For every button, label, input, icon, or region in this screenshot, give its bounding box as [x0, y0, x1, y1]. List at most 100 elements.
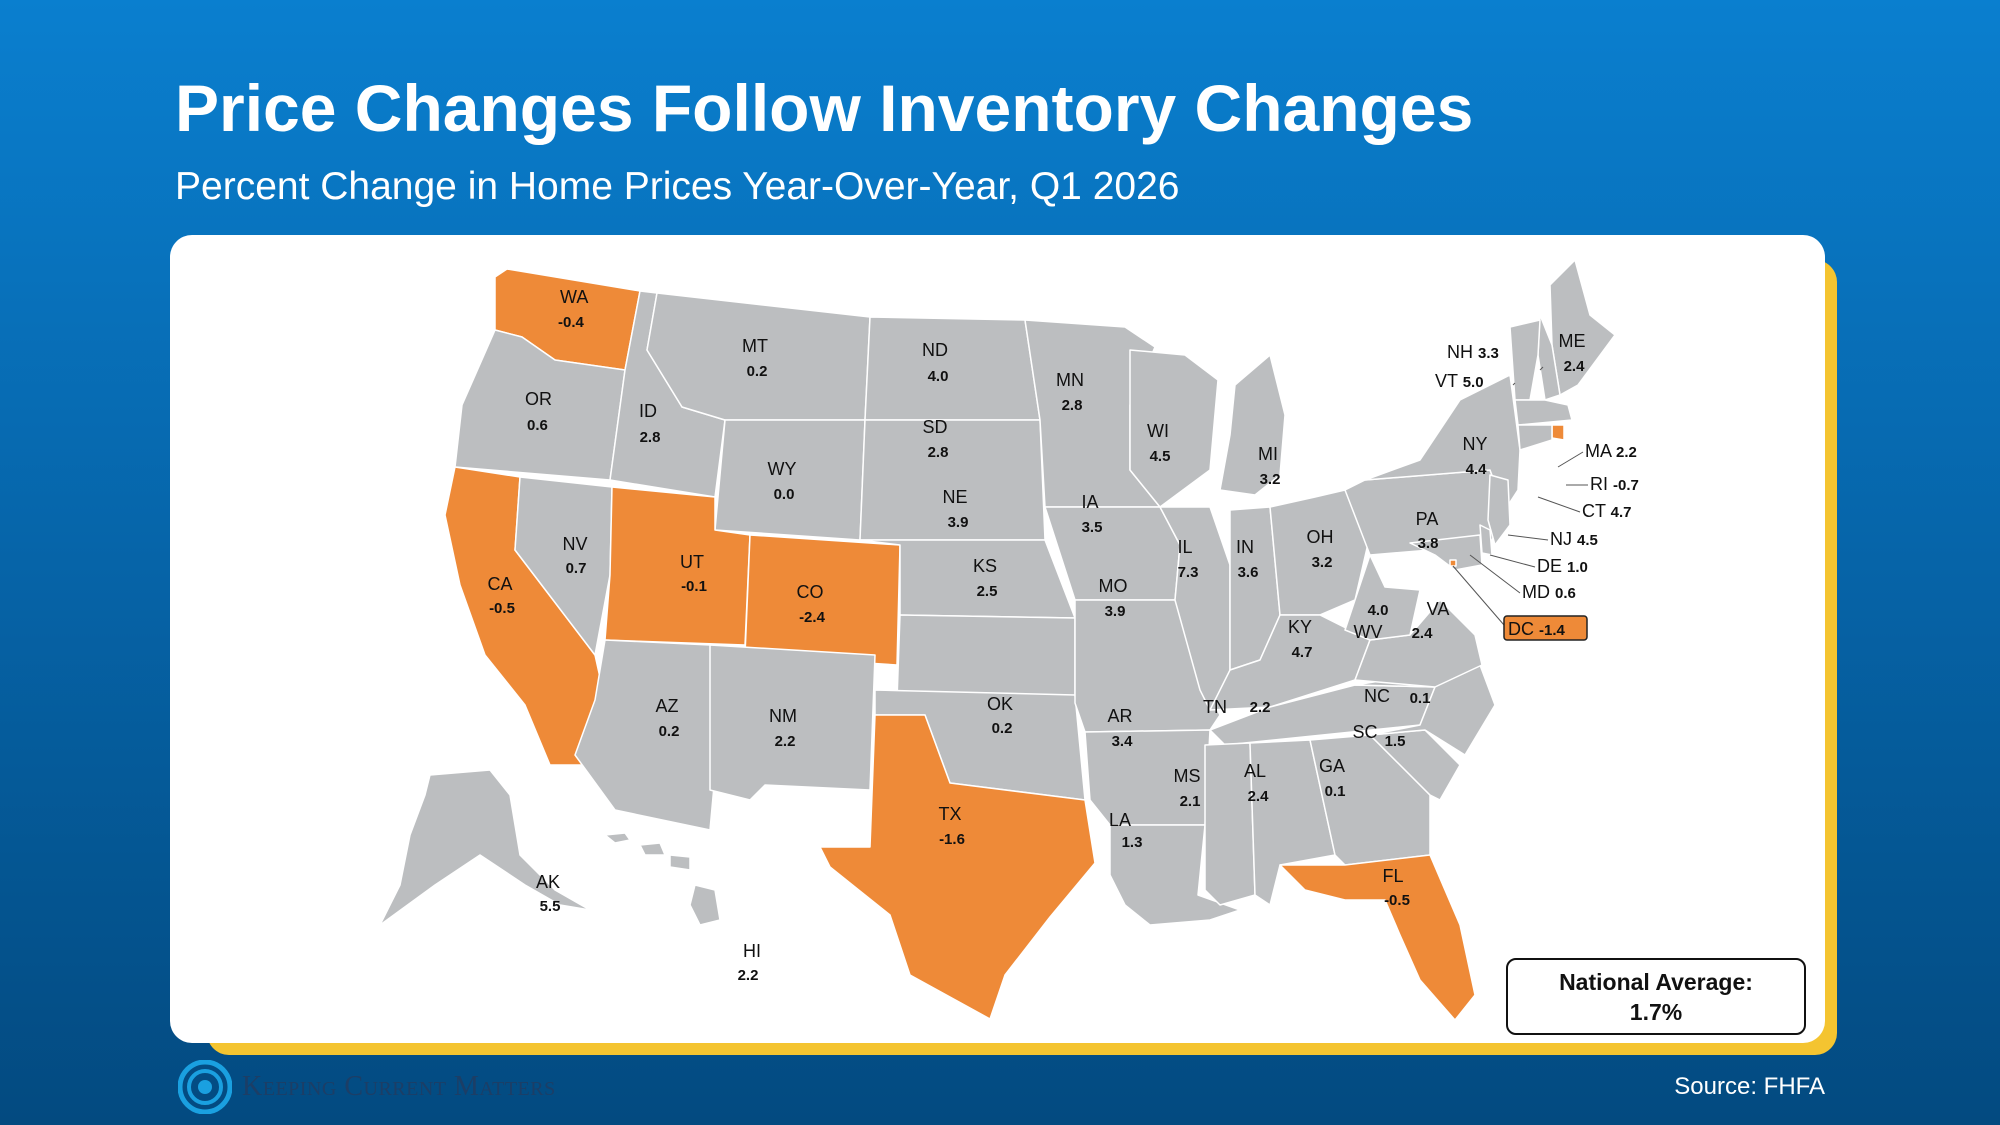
page-subtitle: Percent Change in Home Prices Year-Over-…	[175, 165, 1180, 208]
national-average-box: National Average: 1.7%	[1506, 958, 1806, 1035]
state-label-ri: RI	[1590, 474, 1613, 494]
leader-line-nh	[1539, 366, 1544, 371]
state-label-sc: SC	[1352, 722, 1377, 742]
state-value-ks: 2.5	[977, 583, 998, 600]
state-label-mi: MI	[1258, 444, 1278, 464]
state-value-ga: 0.1	[1325, 783, 1346, 800]
leader-line-md	[1469, 554, 1521, 594]
state-ct	[1517, 424, 1553, 451]
leader-line-dc	[1452, 565, 1505, 626]
state-label-wi: WI	[1147, 421, 1169, 441]
state-de	[1479, 524, 1493, 556]
us-map: WA -0.4 OR 0.6 CA -0.5 NV 0.7 ID 2.8 MT 0.2 WY 0.0 UT -…	[379, 259, 1639, 1021]
callout-md: MD 0.6	[1522, 582, 1576, 602]
state-label-tx: TX	[938, 804, 961, 824]
state-value-wy: 0.0	[774, 486, 795, 503]
state-tx	[819, 714, 1096, 1020]
state-wv	[1344, 554, 1421, 641]
callout-de: DE 1.0	[1537, 556, 1588, 576]
state-value-ky: 4.7	[1292, 644, 1313, 661]
state-hi	[604, 832, 721, 926]
state-label-ma: MA	[1585, 441, 1616, 461]
state-value-wv: 4.0	[1368, 602, 1389, 619]
state-label-wv: WV	[1354, 622, 1383, 642]
state-label-nv: NV	[562, 534, 587, 554]
leader-line-ma	[1557, 451, 1584, 468]
state-value-ms: 2.1	[1180, 793, 1201, 810]
state-value-me: 2.4	[1564, 358, 1586, 375]
state-value-id: 2.8	[640, 429, 661, 446]
state-value-ct: 4.7	[1611, 504, 1632, 521]
state-mi	[1219, 354, 1286, 496]
state-label-hi: HI	[743, 941, 761, 961]
state-label-in: IN	[1236, 537, 1254, 557]
state-label-ct: CT	[1582, 501, 1611, 521]
leader-line-ct	[1537, 496, 1581, 513]
state-label-nh: NH	[1447, 342, 1478, 362]
state-label-ne: NE	[942, 487, 967, 507]
state-label-wy: WY	[768, 459, 797, 479]
callout-ri: RI -0.7	[1590, 474, 1639, 494]
state-label-mo: MO	[1099, 576, 1128, 596]
state-wi	[1129, 349, 1219, 508]
state-ri	[1551, 424, 1565, 441]
state-label-mt: MT	[742, 336, 768, 356]
state-value-sc: 1.5	[1385, 733, 1406, 750]
state-value-or: 0.6	[527, 417, 548, 434]
state-label-id: ID	[639, 401, 657, 421]
state-ak	[379, 769, 591, 926]
state-label-ut: UT	[680, 552, 704, 572]
state-label-sd: SD	[922, 417, 947, 437]
state-value-al: 2.4	[1248, 788, 1270, 805]
state-value-az: 0.2	[659, 723, 680, 740]
state-value-nv: 0.7	[566, 560, 587, 577]
state-value-ok: 0.2	[992, 720, 1013, 737]
leader-line-de	[1489, 554, 1536, 568]
state-vt	[1509, 319, 1541, 401]
callout-vt: VT 5.0	[1435, 371, 1484, 391]
state-nj	[1487, 474, 1511, 546]
state-label-co: CO	[797, 582, 824, 602]
state-value-md: 0.6	[1555, 585, 1576, 602]
state-value-ca: -0.5	[489, 600, 515, 617]
state-value-ne: 3.9	[948, 514, 969, 531]
logo: Keeping Current Matters	[178, 1060, 556, 1114]
state-label-ar: AR	[1107, 706, 1132, 726]
state-value-nh: 3.3	[1478, 345, 1499, 362]
state-label-al: AL	[1244, 761, 1266, 781]
state-label-ks: KS	[973, 556, 997, 576]
state-mt	[646, 292, 871, 421]
state-value-de: 1.0	[1567, 559, 1588, 576]
callout-ma: MA 2.2	[1585, 441, 1637, 461]
state-value-fl: -0.5	[1384, 892, 1410, 909]
callout-ct: CT 4.7	[1582, 501, 1632, 521]
state-label-nj: NJ	[1550, 529, 1577, 549]
state-label-ms: MS	[1174, 766, 1201, 786]
state-value-tn: 2.2	[1250, 699, 1271, 716]
state-label-la: LA	[1109, 810, 1131, 830]
state-value-dc: -1.4	[1539, 622, 1566, 639]
state-value-va: 2.4	[1412, 625, 1434, 642]
swirl-logo-icon	[178, 1060, 232, 1114]
state-value-tx: -1.6	[939, 831, 965, 848]
state-co	[744, 534, 901, 666]
state-value-in: 3.6	[1238, 564, 1259, 581]
state-label-fl: FL	[1382, 866, 1403, 886]
state-label-nc: NC	[1364, 686, 1390, 706]
state-ky	[1209, 614, 1371, 711]
state-label-vt: VT	[1435, 371, 1463, 391]
dc-callout-box	[1503, 615, 1588, 641]
state-value-ny: 4.4	[1466, 461, 1488, 478]
state-label-ny: NY	[1462, 434, 1487, 454]
national-average-value: 1.7%	[1629, 998, 1683, 1025]
state-ma	[1514, 399, 1573, 426]
source-credit: Source: FHFA	[1674, 1073, 1825, 1100]
state-value-vt: 5.0	[1463, 374, 1484, 391]
state-nc	[1354, 664, 1496, 756]
state-label-ak: AK	[536, 872, 560, 892]
state-label-ga: GA	[1319, 756, 1345, 776]
state-value-nm: 2.2	[775, 733, 796, 750]
state-value-nd: 4.0	[928, 368, 949, 385]
state-label-dc: DC	[1508, 619, 1539, 639]
state-label-ia: IA	[1081, 492, 1098, 512]
